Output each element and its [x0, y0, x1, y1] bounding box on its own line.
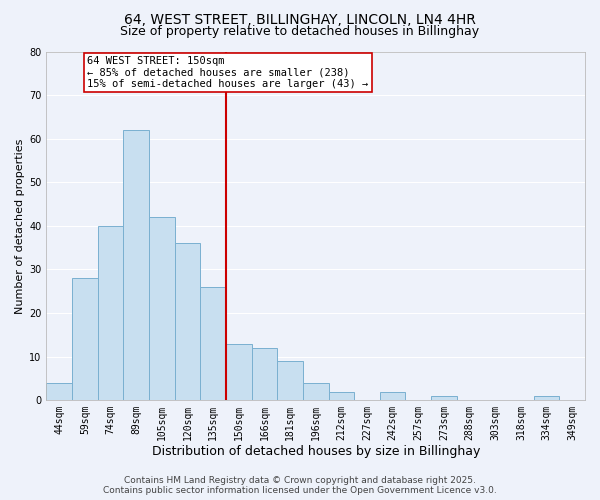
Bar: [431, 396, 457, 400]
Bar: [380, 392, 406, 400]
Text: Contains HM Land Registry data © Crown copyright and database right 2025.: Contains HM Land Registry data © Crown c…: [124, 476, 476, 485]
Bar: [200, 287, 226, 400]
Bar: [72, 278, 98, 400]
Bar: [303, 383, 329, 400]
Text: 64 WEST STREET: 150sqm
← 85% of detached houses are smaller (238)
15% of semi-de: 64 WEST STREET: 150sqm ← 85% of detached…: [88, 56, 368, 89]
Bar: [329, 392, 354, 400]
Text: Contains public sector information licensed under the Open Government Licence v3: Contains public sector information licen…: [103, 486, 497, 495]
Bar: [251, 348, 277, 400]
Bar: [175, 244, 200, 400]
X-axis label: Distribution of detached houses by size in Billinghay: Distribution of detached houses by size …: [152, 444, 480, 458]
Bar: [124, 130, 149, 400]
Text: 64, WEST STREET, BILLINGHAY, LINCOLN, LN4 4HR: 64, WEST STREET, BILLINGHAY, LINCOLN, LN…: [124, 12, 476, 26]
Bar: [226, 344, 251, 400]
Bar: [149, 217, 175, 400]
Y-axis label: Number of detached properties: Number of detached properties: [15, 138, 25, 314]
Bar: [534, 396, 559, 400]
Text: Size of property relative to detached houses in Billinghay: Size of property relative to detached ho…: [121, 25, 479, 38]
Bar: [277, 361, 303, 400]
Bar: [98, 226, 124, 400]
Bar: [46, 383, 72, 400]
